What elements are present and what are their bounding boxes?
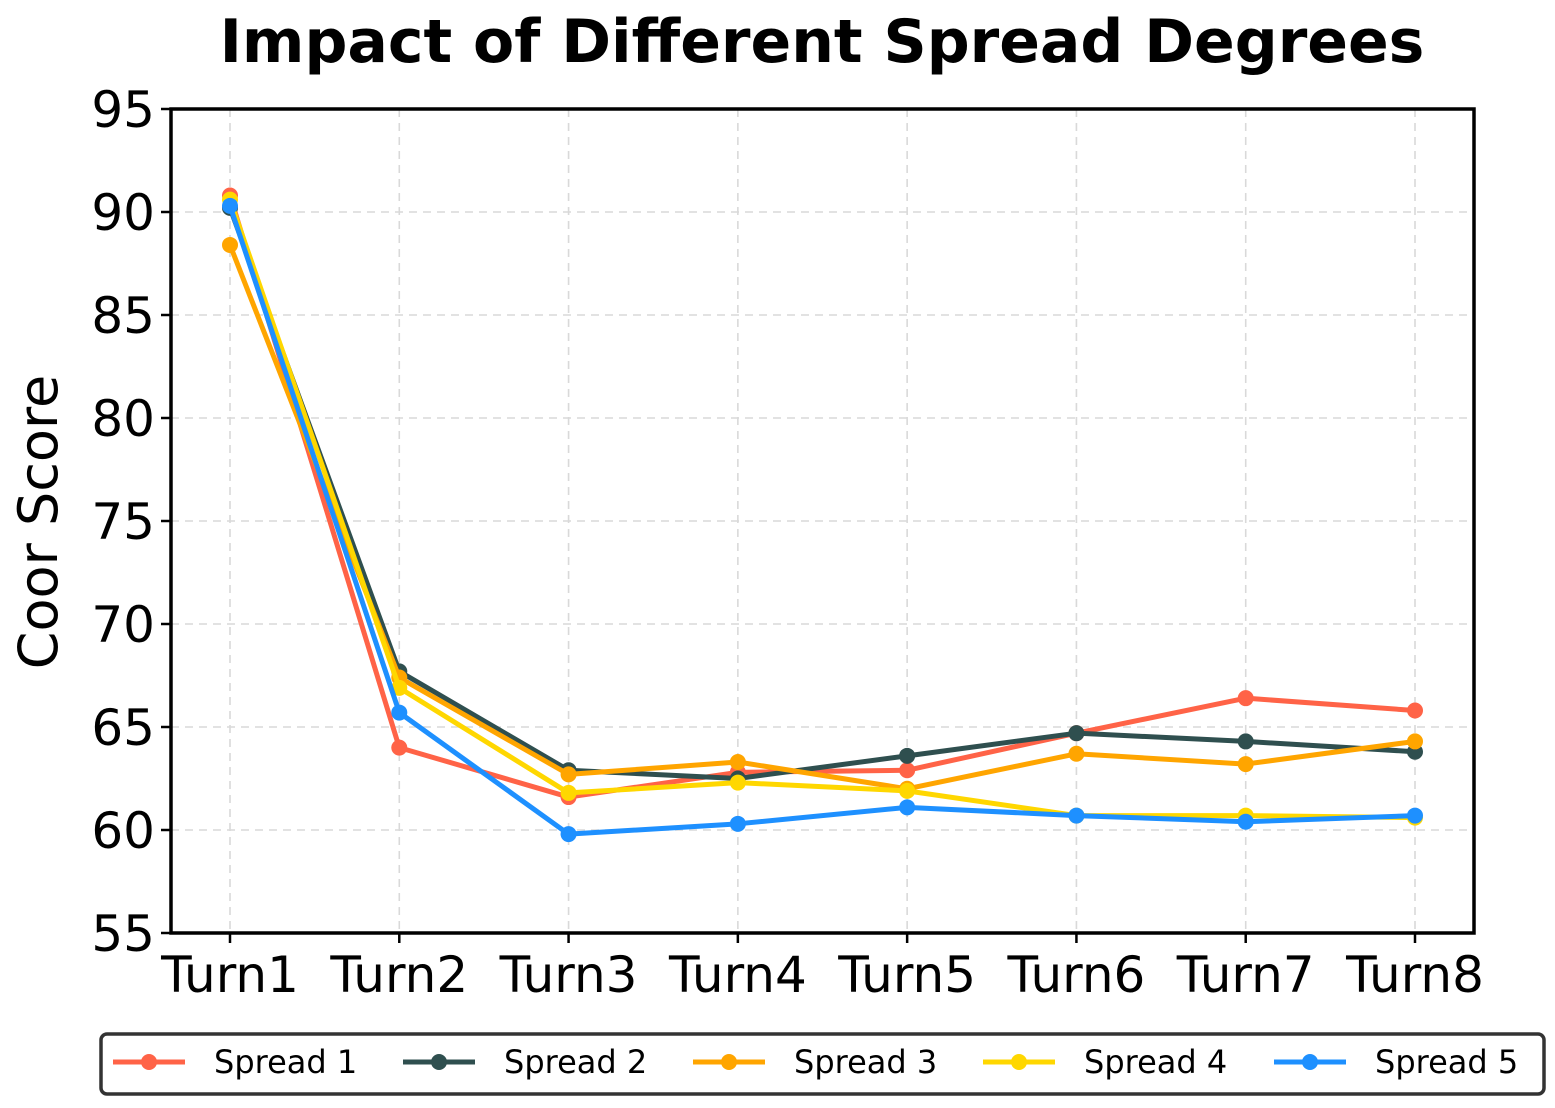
y-tick-label: 65 (91, 699, 155, 757)
data-point (1237, 813, 1254, 830)
y-tick-label: 75 (91, 493, 155, 551)
series-layer (222, 187, 1423, 843)
data-point (560, 784, 577, 801)
x-tick-label: Turn1 (160, 946, 299, 1004)
data-point (899, 762, 916, 779)
y-tick-label: 55 (91, 905, 155, 963)
legend-item-1: Spread 1 (113, 1043, 357, 1081)
data-point (899, 747, 916, 764)
data-point (560, 826, 577, 843)
legend-item-2: Spread 2 (403, 1043, 647, 1081)
data-point (1068, 725, 1085, 742)
data-point (1068, 807, 1085, 824)
data-point (1237, 690, 1254, 707)
data-point (729, 774, 746, 791)
x-tick-label: Turn6 (1007, 946, 1146, 1004)
x-tick-label: Turn4 (668, 946, 807, 1004)
y-tick-label: 70 (91, 596, 155, 654)
legend-label: Spread 4 (1084, 1043, 1227, 1081)
series-4 (222, 191, 1423, 826)
y-tick-label: 60 (91, 802, 155, 860)
data-point (1407, 807, 1423, 824)
series-line (227, 203, 1418, 837)
y-tick-label: 95 (91, 81, 155, 139)
legend-item-4: Spread 4 (983, 1043, 1227, 1081)
legend-label: Spread 5 (1375, 1043, 1518, 1081)
data-point (391, 679, 408, 696)
legend: Spread 1 Spread 2 Spread 3 Spread 4 Spread 5 (99, 1032, 1546, 1096)
x-tick-label: Turn5 (837, 946, 976, 1004)
data-point (1407, 702, 1423, 719)
ticks: 55 60 65 70 75 80 85 90 95 Turn1 Turn2 Turn3 Turn4 Tu… (91, 81, 1484, 1004)
y-tick-label: 80 (91, 390, 155, 448)
legend-swatch-marker (141, 1054, 157, 1070)
legend-swatch-marker (1011, 1054, 1027, 1070)
data-point (729, 754, 746, 771)
legend-swatch-marker (431, 1054, 447, 1070)
data-point (1068, 745, 1085, 762)
chart-title: Impact of Different Spread Degrees (220, 7, 1425, 77)
series-5 (222, 197, 1423, 843)
x-tick-label: Turn7 (1176, 946, 1315, 1004)
legend-label: Spread 1 (214, 1043, 357, 1081)
series-line (227, 193, 1418, 800)
data-point (899, 799, 916, 816)
legend-swatch-marker (1302, 1054, 1318, 1070)
series-line (227, 205, 1418, 781)
data-point (391, 739, 408, 756)
legend-label: Spread 2 (504, 1043, 647, 1081)
data-point (899, 782, 916, 799)
series-line (227, 242, 1418, 792)
y-tick-label: 90 (91, 184, 155, 242)
legend-label: Spread 3 (794, 1043, 937, 1081)
data-point (1407, 733, 1423, 750)
grid (171, 109, 1474, 933)
x-tick-label: Turn3 (499, 946, 638, 1004)
legend-item-5: Spread 5 (1274, 1043, 1518, 1081)
data-point (1237, 733, 1254, 750)
series-line (227, 197, 1418, 821)
data-point (1237, 756, 1254, 773)
legend-item-3: Spread 3 (693, 1043, 937, 1081)
data-point (222, 197, 238, 214)
legend-swatch-marker (721, 1054, 737, 1070)
data-point (560, 766, 577, 783)
data-point (729, 815, 746, 832)
x-tick-label: Turn8 (1345, 946, 1484, 1004)
data-point (391, 704, 408, 721)
legend-box (99, 1032, 1546, 1096)
y-axis-label: Coor Score (7, 375, 70, 669)
data-point (222, 236, 238, 253)
y-tick-label: 85 (91, 287, 155, 345)
x-tick-label: Turn2 (329, 946, 468, 1004)
